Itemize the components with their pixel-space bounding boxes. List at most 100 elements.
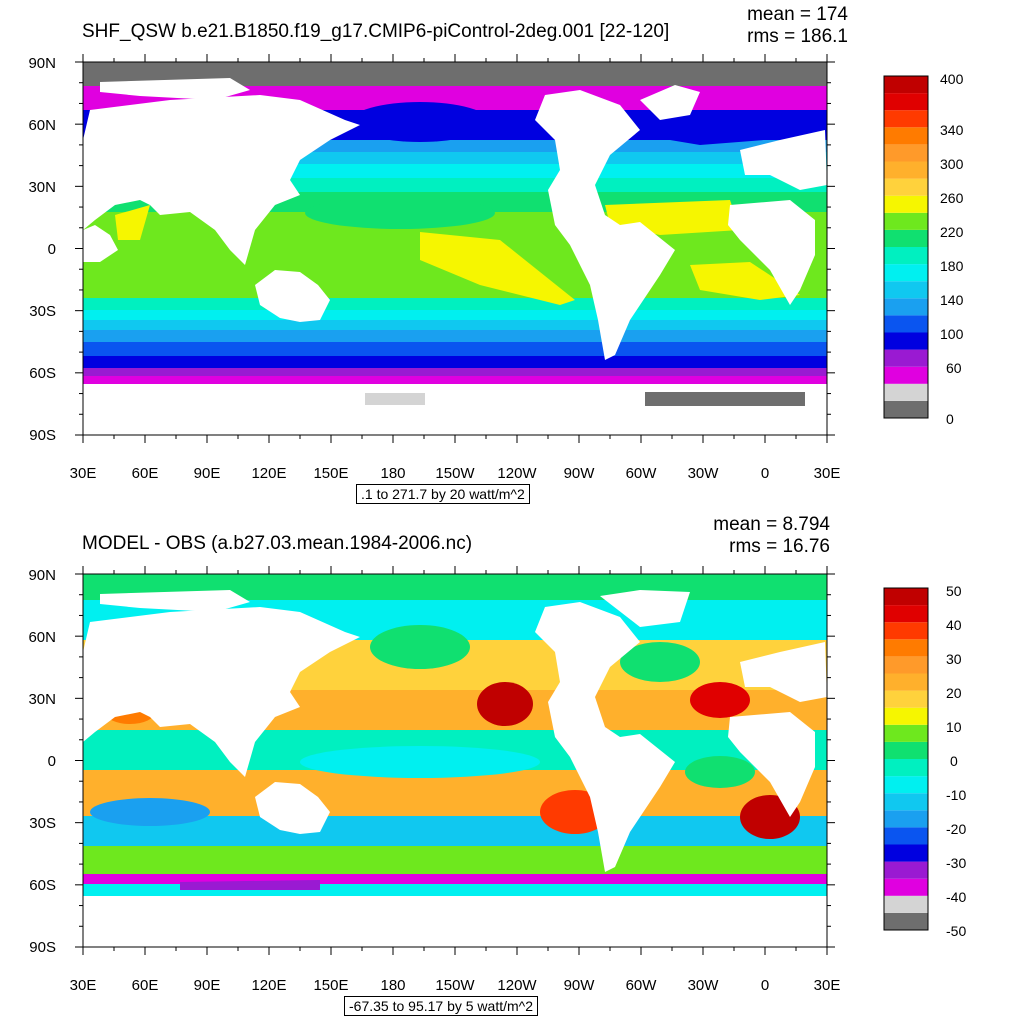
field-band xyxy=(83,816,827,846)
landmass xyxy=(728,712,815,817)
lon-label: 0 xyxy=(761,465,769,482)
colorbar-swatch xyxy=(884,878,928,896)
colorbar-label: 180 xyxy=(940,258,964,274)
lat-label: 90N xyxy=(28,55,56,72)
colorbar-swatch xyxy=(884,622,928,640)
colorbar-frame xyxy=(883,75,929,419)
colorbar-swatch xyxy=(884,400,928,418)
colorbar-swatch xyxy=(884,332,928,350)
rms-stat: rms = 186.1 xyxy=(747,26,848,47)
field-patch xyxy=(350,102,490,142)
colorbar-label: 260 xyxy=(940,190,964,206)
panel-title: MODEL - OBS (a.b27.03.mean.1984-2006.nc) xyxy=(82,533,473,554)
axis-ticks xyxy=(75,54,835,443)
colorbar-swatch xyxy=(884,673,928,691)
landmass xyxy=(600,590,690,627)
colorbar-label: -10 xyxy=(946,787,966,803)
field-patch xyxy=(365,393,425,405)
colorbar-label: 400 xyxy=(940,71,964,87)
lat-label: 30S xyxy=(29,303,56,320)
field-patch xyxy=(420,232,575,305)
lon-label: 120E xyxy=(251,465,286,482)
lon-label: 90E xyxy=(194,465,221,482)
mean-stat: mean = 174 xyxy=(747,4,848,25)
colorbar-swatch xyxy=(884,127,928,145)
colorbar-swatch xyxy=(884,264,928,282)
colorbar-swatch xyxy=(884,110,928,128)
colorbar-labels: -50 -40 -30 -20 -10 0 10 20 30 40 50 xyxy=(946,583,966,939)
colorbar-swatch xyxy=(884,861,928,879)
lon-label: 90W xyxy=(564,977,596,994)
field-patch xyxy=(640,110,790,145)
map-field xyxy=(83,62,827,435)
lon-label: 60W xyxy=(626,465,658,482)
colorbar xyxy=(883,587,929,931)
field-band xyxy=(83,356,827,368)
colorbar-swatch xyxy=(884,383,928,401)
lat-label: 30S xyxy=(29,815,56,832)
lon-label: 180 xyxy=(380,977,405,994)
contour-info-box: .1 to 271.7 by 20 watt/m^2 xyxy=(356,484,530,504)
landmass xyxy=(728,200,815,305)
field-band xyxy=(83,330,827,342)
colorbar-swatch xyxy=(884,161,928,179)
lat-label: 90S xyxy=(29,939,56,956)
lon-axis: 30E 60E 90E 120E 150E 180 150W 120W 90W … xyxy=(70,465,841,482)
lon-label: 30W xyxy=(688,465,720,482)
lon-label: 150W xyxy=(435,977,475,994)
landmass xyxy=(535,602,675,872)
field-band xyxy=(83,342,827,356)
rms-stat: rms = 16.76 xyxy=(729,536,830,557)
lat-label: 0 xyxy=(48,753,56,770)
colorbar-swatch xyxy=(884,895,928,913)
colorbar-swatch xyxy=(884,741,928,759)
axis-ticks xyxy=(75,566,835,955)
field-band xyxy=(83,846,827,874)
landmass xyxy=(83,607,360,777)
field-patch xyxy=(685,756,755,788)
lon-label: 90W xyxy=(564,465,596,482)
colorbar-swatch xyxy=(884,776,928,794)
colorbar-swatch xyxy=(884,724,928,742)
lat-label: 90S xyxy=(29,427,56,444)
colorbar-frame xyxy=(883,587,929,931)
lat-label: 60S xyxy=(29,365,56,382)
field-band xyxy=(83,298,827,310)
colorbar-label: -50 xyxy=(946,923,966,939)
colorbar-label: 0 xyxy=(950,753,958,769)
colorbar-swatch xyxy=(884,844,928,862)
contour-info-box: -67.35 to 95.17 by 5 watt/m^2 xyxy=(344,996,539,1016)
landmass xyxy=(83,225,118,262)
field-patch xyxy=(645,392,805,406)
colorbar-swatch xyxy=(884,827,928,845)
landmass xyxy=(100,78,250,100)
lon-label: 150W xyxy=(435,465,475,482)
landmass xyxy=(83,896,827,907)
colorbar-swatch xyxy=(884,707,928,725)
colorbar-swatch xyxy=(884,656,928,674)
lon-label: 60E xyxy=(132,977,159,994)
landmass xyxy=(100,590,250,612)
panel-title: SHF_QSW b.e21.B1850.f19_g17.CMIP6-piCont… xyxy=(82,21,670,42)
colorbar-swatch xyxy=(884,605,928,623)
lat-label: 60S xyxy=(29,877,56,894)
landmass xyxy=(640,85,700,120)
colorbar-label: 60 xyxy=(946,360,962,376)
lon-label: 30E xyxy=(814,465,841,482)
lon-label: 0 xyxy=(761,977,769,994)
colorbar-swatch xyxy=(884,229,928,247)
colorbar-label: 140 xyxy=(940,292,964,308)
lon-label: 90E xyxy=(194,977,221,994)
lon-label: 150E xyxy=(313,465,348,482)
lat-label: 30N xyxy=(28,179,56,196)
field-band xyxy=(83,874,827,884)
field-patch xyxy=(300,746,540,778)
field-band xyxy=(83,376,827,384)
colorbar-label: 20 xyxy=(946,685,962,701)
colorbar-label: 30 xyxy=(946,651,962,667)
lon-label: 30E xyxy=(814,977,841,994)
colorbar-label: -20 xyxy=(946,821,966,837)
colorbar-label: 10 xyxy=(946,719,962,735)
lat-label: 90N xyxy=(28,567,56,584)
field-patch xyxy=(305,197,495,229)
